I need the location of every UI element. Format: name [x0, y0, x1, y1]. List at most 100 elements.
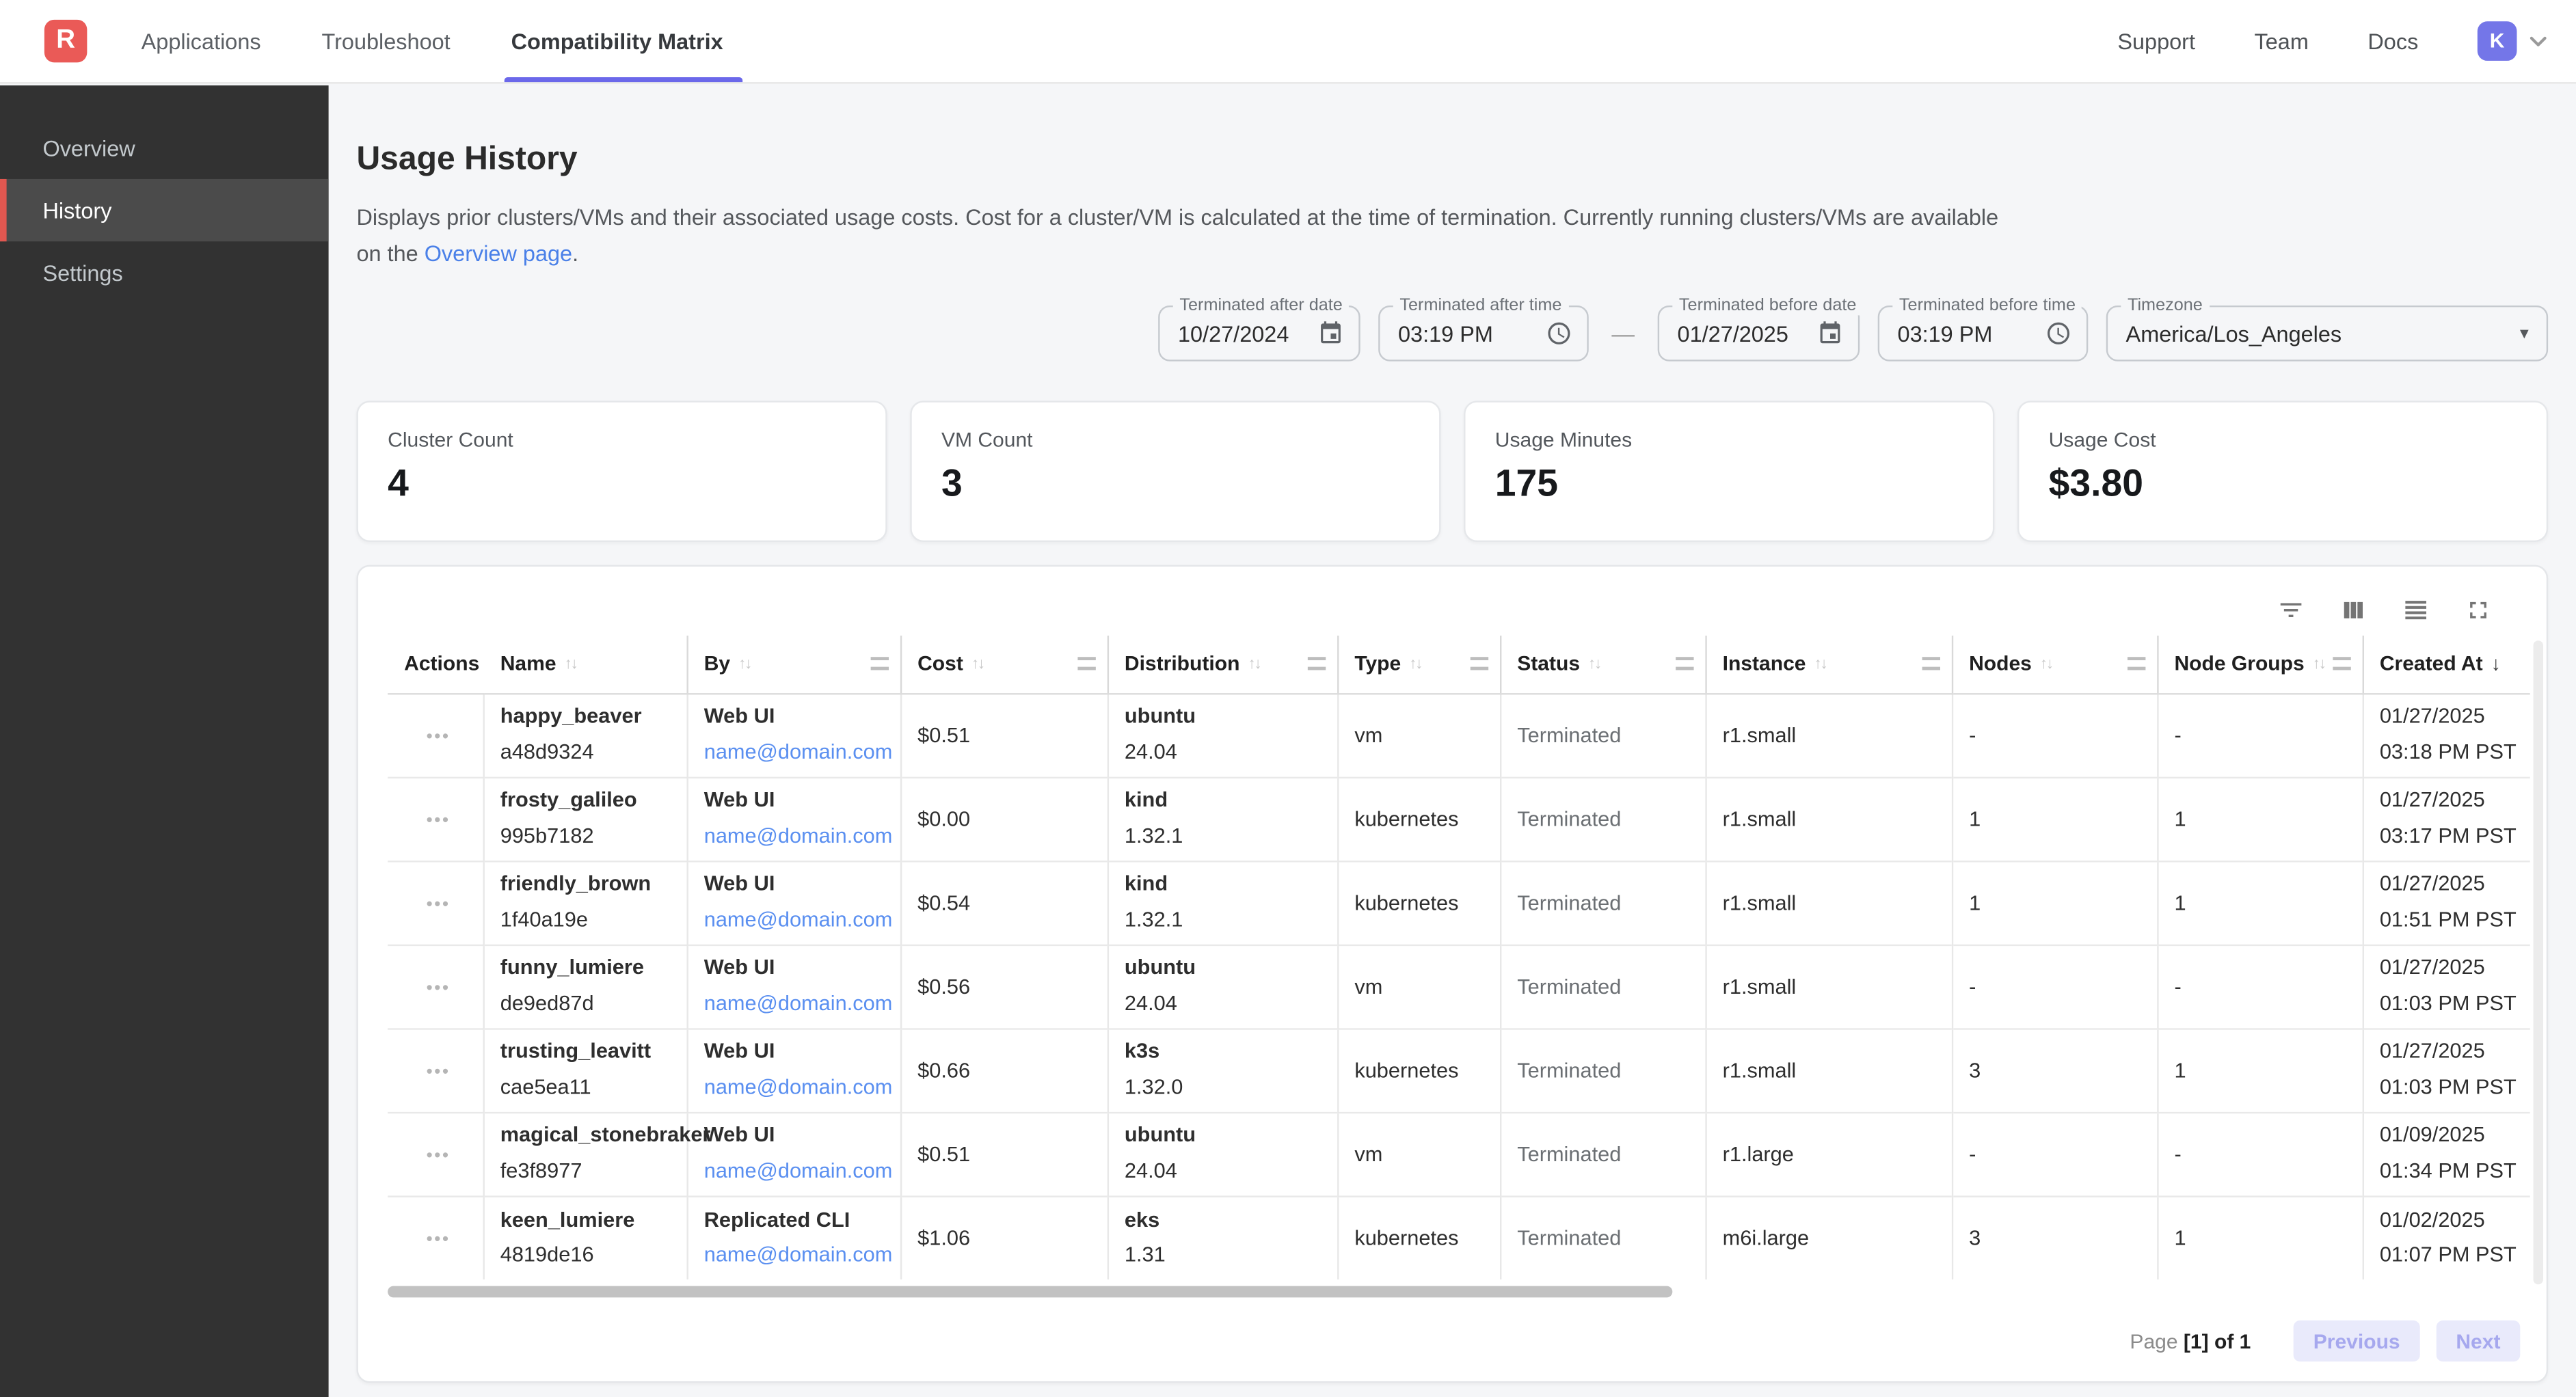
calendar-icon[interactable]: [1817, 321, 1843, 347]
terminated-after-time-input[interactable]: Terminated after time 03:19 PM: [1378, 296, 1589, 362]
sidebar-item-settings[interactable]: Settings: [42, 260, 123, 285]
stat-value: 175: [1494, 461, 1559, 505]
cell-nodes: -: [1951, 693, 2158, 778]
column-header-name[interactable]: Name ↑↓: [483, 636, 688, 694]
column-header-cost[interactable]: Cost ↑↓: [900, 636, 1108, 694]
cell-type: kubernetes: [1337, 1028, 1501, 1113]
column-header-status[interactable]: Status ↑↓: [1499, 636, 1706, 694]
column-resize-handle-icon[interactable]: [870, 657, 888, 671]
vertical-scrollbar[interactable]: [2533, 640, 2543, 1285]
sidebar-item-history[interactable]: History: [0, 178, 329, 242]
cell-cost: $0.66: [900, 1028, 1108, 1113]
terminated-before-time-input[interactable]: Terminated before time 03:19 PM: [1877, 296, 2089, 362]
previous-button[interactable]: Previous: [2293, 1320, 2420, 1362]
row-actions-button[interactable]: •••: [426, 979, 451, 999]
chevron-down-icon[interactable]: [2527, 29, 2550, 53]
horizontal-scrollbar: [388, 1286, 2530, 1298]
table-body: ••• happy_beaver a48d9324 Web UI name@dom…: [388, 693, 2530, 1280]
timezone-select[interactable]: Timezone America/Los_Angeles ▼: [2106, 296, 2549, 362]
cell-name: frosty_galileo 995b7182: [483, 777, 688, 861]
column-header-instance[interactable]: Instance ↑↓: [1705, 636, 1953, 694]
terminated-after-date-input[interactable]: Terminated after date 10/27/2024: [1158, 296, 1360, 362]
page-title: Usage History: [356, 141, 578, 178]
clock-icon[interactable]: [1546, 321, 1572, 347]
filter-icon[interactable]: [2275, 595, 2305, 624]
column-header-distribution[interactable]: Distribution ↑↓: [1107, 636, 1339, 694]
sort-icon[interactable]: ↑↓: [1409, 655, 1423, 674]
sort-icon[interactable]: ↑↓: [1814, 655, 1828, 674]
tab-compatibility-matrix[interactable]: Compatibility Matrix: [505, 0, 743, 83]
cell-nodes: 3: [1951, 1028, 2158, 1113]
sort-icon[interactable]: ↑↓: [564, 655, 578, 674]
row-actions-button[interactable]: •••: [426, 1146, 451, 1167]
row-email-link[interactable]: name@domain.com: [703, 906, 893, 932]
cell-cost: $0.54: [900, 860, 1108, 945]
column-header-node-groups[interactable]: Node Groups ↑↓: [2157, 636, 2363, 694]
overview-page-link[interactable]: Overview page: [424, 241, 573, 266]
column-header-nodes[interactable]: Nodes ↑↓: [1951, 636, 2158, 694]
column-header-type[interactable]: Type ↑↓: [1337, 636, 1501, 694]
cell-node-groups: 1: [2157, 777, 2363, 861]
row-email-link[interactable]: name@domain.com: [703, 1074, 893, 1100]
sort-icon[interactable]: ↑↓: [2039, 655, 2054, 674]
replicated-logo[interactable]: R: [44, 19, 88, 63]
column-header-created-at[interactable]: Created At ↓: [2362, 636, 2530, 694]
column-resize-handle-icon[interactable]: [1077, 657, 1095, 671]
terminated-before-date-input[interactable]: Terminated before date 01/27/2025: [1657, 296, 1864, 362]
sidebar-item-overview[interactable]: Overview: [42, 135, 135, 161]
horizontal-scrollbar-thumb[interactable]: [388, 1286, 1674, 1298]
column-resize-handle-icon[interactable]: [2332, 657, 2350, 671]
columns-icon[interactable]: [2338, 595, 2367, 624]
stat-value: 3: [941, 461, 963, 505]
row-email-link[interactable]: name@domain.com: [703, 739, 893, 764]
sort-desc-icon[interactable]: ↓: [2491, 653, 2501, 676]
calendar-icon[interactable]: [1317, 321, 1343, 347]
clock-icon[interactable]: [2045, 321, 2071, 347]
sort-icon[interactable]: ↑↓: [2312, 655, 2326, 674]
tab-applications[interactable]: Applications: [141, 29, 261, 54]
sort-icon[interactable]: ↑↓: [738, 655, 752, 674]
column-resize-handle-icon[interactable]: [1306, 657, 1326, 671]
row-actions-button[interactable]: •••: [426, 811, 451, 832]
avatar[interactable]: K: [2477, 21, 2517, 61]
table-row: ••• keen_lumiere 4819de16 Replicated CLI …: [388, 1195, 2530, 1280]
column-resize-handle-icon[interactable]: [1921, 657, 1940, 671]
filter-row: Terminated after date 10/27/2024 Termina…: [356, 296, 2549, 362]
row-actions-button[interactable]: •••: [426, 1230, 451, 1251]
row-email-link[interactable]: name@domain.com: [703, 990, 893, 1016]
cell-cost: $1.06: [900, 1195, 1108, 1280]
table-row: ••• friendly_brown 1f40a19e Web UI name@d…: [388, 860, 2530, 945]
sort-icon[interactable]: ↑↓: [971, 655, 985, 674]
row-email-link[interactable]: name@domain.com: [703, 1158, 893, 1183]
row-email-link[interactable]: name@domain.com: [703, 823, 893, 848]
cell-by: Web UI name@domain.com: [686, 1112, 902, 1196]
row-actions-button[interactable]: •••: [426, 895, 451, 915]
row-actions-button[interactable]: •••: [426, 728, 451, 748]
column-resize-handle-icon[interactable]: [2126, 657, 2145, 671]
fullscreen-icon[interactable]: [2463, 595, 2492, 624]
next-button[interactable]: Next: [2436, 1320, 2521, 1362]
cell-by: Web UI name@domain.com: [686, 945, 902, 1029]
cell-nodes: -: [1951, 945, 2158, 1029]
dropdown-arrow-icon[interactable]: ▼: [2517, 325, 2532, 342]
docs-link[interactable]: Docs: [2367, 29, 2419, 54]
density-icon[interactable]: [2400, 595, 2430, 624]
cell-by: Web UI name@domain.com: [686, 693, 902, 778]
stat-label: VM Count: [941, 429, 1033, 452]
column-resize-handle-icon[interactable]: [1469, 657, 1488, 671]
sort-icon[interactable]: ↑↓: [1248, 655, 1261, 674]
column-header-by[interactable]: By ↑↓: [686, 636, 902, 694]
tab-troubleshoot[interactable]: Troubleshoot: [321, 29, 451, 54]
column-resize-handle-icon[interactable]: [1674, 657, 1693, 671]
sort-icon[interactable]: ↑↓: [1588, 655, 1602, 674]
row-email-link[interactable]: name@domain.com: [703, 1242, 893, 1267]
stat-value: $3.80: [2048, 461, 2143, 505]
cell-by: Web UI name@domain.com: [686, 1028, 902, 1113]
cell-status: Terminated: [1499, 693, 1706, 778]
navbar-left: R Applications Troubleshoot Compatibilit…: [0, 0, 781, 83]
support-link[interactable]: Support: [2117, 29, 2196, 54]
stat-label: Usage Minutes: [1494, 429, 1633, 452]
cell-status: Terminated: [1499, 1195, 1706, 1280]
row-actions-button[interactable]: •••: [426, 1063, 451, 1083]
team-link[interactable]: Team: [2254, 29, 2309, 54]
